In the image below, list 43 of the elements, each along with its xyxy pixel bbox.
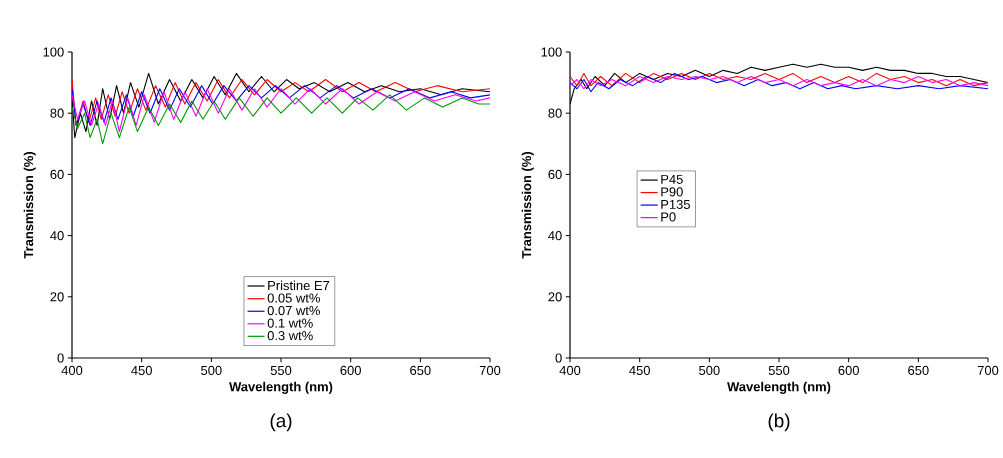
text: (b) bbox=[768, 413, 790, 432]
x-tick-label: 700 bbox=[479, 365, 501, 375]
legend-label: P135 bbox=[661, 199, 690, 209]
legend-label: 0.1 wt% bbox=[267, 318, 313, 328]
y-tick-label: 60 bbox=[50, 169, 64, 179]
legend-label: P90 bbox=[661, 187, 683, 197]
legend-label: 0.07 wt% bbox=[267, 305, 320, 316]
x-tick-label: 650 bbox=[410, 365, 431, 375]
y-axis-title: Transmission (%) bbox=[23, 152, 36, 259]
y-tick-label: 40 bbox=[548, 231, 562, 241]
x-tick-label: 400 bbox=[61, 365, 83, 375]
x-tick-label: 550 bbox=[768, 365, 790, 375]
legend-label: 0.3 wt% bbox=[267, 331, 313, 341]
x-tick-label: 450 bbox=[629, 365, 650, 375]
text: (a) bbox=[270, 413, 292, 432]
legend-label: P45 bbox=[661, 174, 683, 184]
y-tick-label: 100 bbox=[541, 47, 562, 57]
y-tick-label: 20 bbox=[50, 292, 64, 302]
y-tick-label: 80 bbox=[548, 108, 562, 118]
line-series bbox=[72, 88, 490, 133]
x-tick-label: 400 bbox=[559, 365, 581, 375]
y-axis-title: Transmission (%) bbox=[521, 152, 534, 259]
x-tick-label: 500 bbox=[201, 365, 222, 375]
x-tick-label: 700 bbox=[977, 365, 999, 375]
y-tick-label: 100 bbox=[43, 47, 64, 57]
legend-label: Pristine E7 bbox=[268, 280, 330, 291]
legend-label: P0 bbox=[661, 212, 676, 222]
line-series bbox=[72, 94, 490, 145]
legend-label: 0.05 wt% bbox=[267, 293, 320, 303]
x-tick-label: 600 bbox=[340, 365, 361, 375]
y-tick-label: 60 bbox=[548, 169, 562, 179]
x-axis-title: Wavelength (nm) bbox=[229, 381, 333, 394]
x-tick-label: 550 bbox=[270, 365, 292, 375]
x-tick-label: 450 bbox=[131, 365, 152, 375]
y-tick-label: 0 bbox=[555, 353, 562, 363]
y-tick-label: 40 bbox=[50, 231, 64, 241]
x-tick-label: 500 bbox=[699, 365, 720, 375]
x-tick-label: 650 bbox=[908, 365, 929, 375]
y-tick-label: 80 bbox=[50, 108, 64, 118]
x-axis-title: Wavelength (nm) bbox=[727, 381, 831, 394]
y-tick-label: 0 bbox=[57, 353, 64, 363]
x-tick-label: 600 bbox=[838, 365, 859, 375]
y-tick-label: 20 bbox=[548, 292, 562, 302]
